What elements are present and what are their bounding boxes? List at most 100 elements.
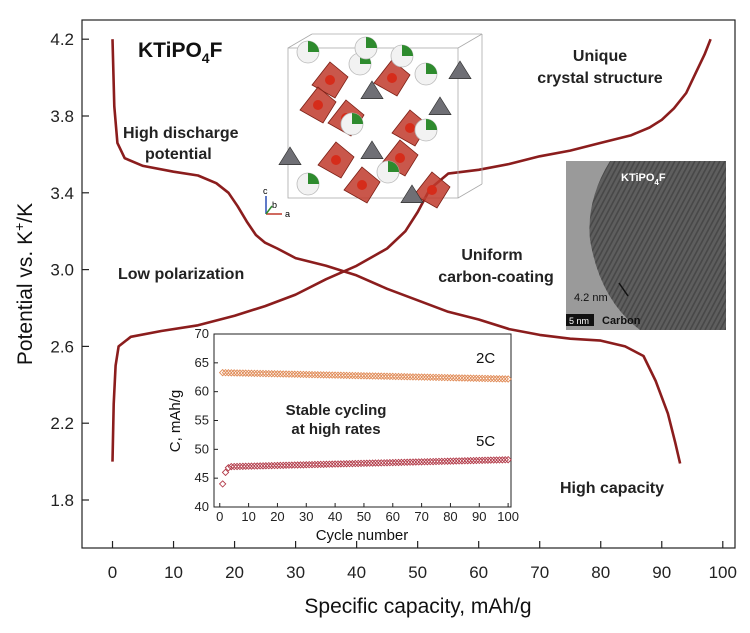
discharge-curve — [111, 39, 682, 464]
point-5C — [489, 456, 498, 464]
point-5C — [288, 461, 296, 469]
point-2C — [253, 369, 261, 378]
point-2C — [363, 372, 371, 380]
point-5C — [314, 460, 322, 469]
point-2C — [412, 373, 420, 381]
point-2C — [331, 371, 339, 379]
point-5C — [380, 459, 388, 467]
inset-plot-frame — [213, 333, 512, 508]
point-5C — [316, 460, 325, 469]
f-atom — [308, 173, 319, 184]
lattice-fringe — [745, 161, 750, 330]
ti-atom — [357, 180, 367, 190]
inset-y-tick-label: 40 — [195, 499, 209, 514]
lattice-fringe — [634, 161, 726, 330]
f-atom — [308, 41, 319, 52]
point-5C — [397, 458, 406, 467]
x-tick-label: 100 — [709, 563, 737, 582]
point-5C — [259, 462, 267, 470]
point-5C — [504, 455, 512, 464]
inset-y-tick-label: 60 — [195, 384, 209, 399]
lattice-fringe — [629, 161, 721, 330]
point-5C — [311, 460, 319, 469]
point-2C — [259, 369, 267, 378]
y-tick-label: 1.8 — [50, 491, 74, 510]
thickness-label: 4.2 nm — [574, 292, 608, 304]
point-5C — [414, 458, 423, 466]
lattice-fringe — [470, 161, 560, 330]
point-5C — [423, 457, 432, 466]
point-2C — [432, 373, 440, 382]
point-2C — [337, 371, 345, 380]
point-5C — [244, 462, 253, 470]
inset-axes: 0 10 20 30 40 50 60 70 80 90 100 40 45 50 55 60 65 70 — [195, 326, 519, 524]
point-2C — [316, 371, 325, 379]
point-5C — [351, 459, 360, 468]
tem-image: KTiPO4F 4.2 nm 5 nm Carbon — [450, 161, 750, 330]
point-2C — [438, 373, 446, 382]
point-5C — [233, 462, 241, 471]
x-tick-label: 10 — [164, 563, 183, 582]
point-5C — [455, 457, 463, 465]
inset-annotation-2: at high rates — [291, 421, 380, 438]
point-5C — [325, 460, 334, 468]
point-2C — [265, 369, 273, 378]
point-5C — [230, 462, 238, 471]
po4-tetrahedron — [360, 80, 384, 99]
point-5C — [391, 458, 400, 467]
point-2C — [360, 372, 368, 380]
point-2C — [394, 372, 403, 381]
inset-y-tick-label: 55 — [195, 413, 209, 428]
point-2C — [340, 371, 348, 380]
point-2C — [348, 371, 357, 380]
inset-x-tick-label: 90 — [472, 509, 486, 524]
point-5C — [250, 462, 259, 470]
point-5C — [487, 456, 495, 464]
point-5C — [461, 457, 469, 465]
point-2C — [429, 373, 437, 382]
point-5C — [342, 460, 351, 468]
point-2C — [403, 373, 411, 381]
point-5C — [273, 461, 282, 470]
point-5C — [302, 461, 311, 469]
point-2C — [221, 368, 230, 377]
point-2C — [406, 373, 414, 381]
ti-atom — [405, 123, 415, 133]
point-5C — [478, 456, 486, 465]
point-5C — [432, 457, 440, 466]
main-axes: 0 10 20 30 40 50 60 70 80 90 1001.82.22.63.03.43.8… — [50, 30, 737, 582]
x-tick-label: 70 — [530, 563, 549, 582]
point-2C — [302, 370, 311, 379]
f-atom — [352, 113, 363, 124]
point-2C — [504, 375, 512, 383]
lattice-fringe — [566, 161, 571, 171]
point-5C — [256, 462, 264, 470]
inset-x-tick-label: 70 — [414, 509, 428, 524]
y-tick-label: 3.4 — [50, 184, 74, 203]
point-5C — [360, 459, 368, 468]
point-5C — [241, 462, 250, 471]
point-5C — [389, 458, 397, 467]
point-2C — [296, 370, 305, 379]
point-2C — [449, 374, 458, 382]
y-tick-label: 4.2 — [50, 30, 74, 49]
point-5C — [440, 457, 449, 466]
po4-tetrahedron — [360, 140, 384, 159]
inset-x-axis-label: Cycle number — [316, 527, 409, 544]
point-2C — [475, 374, 484, 383]
unit-cell-edge — [287, 33, 313, 49]
annotation-low-polarization: Low polarization — [118, 266, 244, 283]
point-2C — [256, 369, 264, 378]
lattice-fringe — [566, 161, 576, 180]
po4-tetrahedron — [428, 96, 452, 115]
annotation-unique-1: Unique — [573, 48, 627, 65]
point-2C — [308, 370, 316, 379]
lattice-fringe — [450, 161, 540, 330]
tem-label: KTiPO4F — [621, 172, 666, 187]
annotation-high-capacity: High capacity — [560, 480, 664, 497]
point-5C — [475, 456, 484, 465]
f-atom — [426, 119, 437, 130]
point-5C — [218, 480, 227, 488]
lattice-fringe — [679, 241, 726, 330]
point-5C — [469, 456, 478, 465]
